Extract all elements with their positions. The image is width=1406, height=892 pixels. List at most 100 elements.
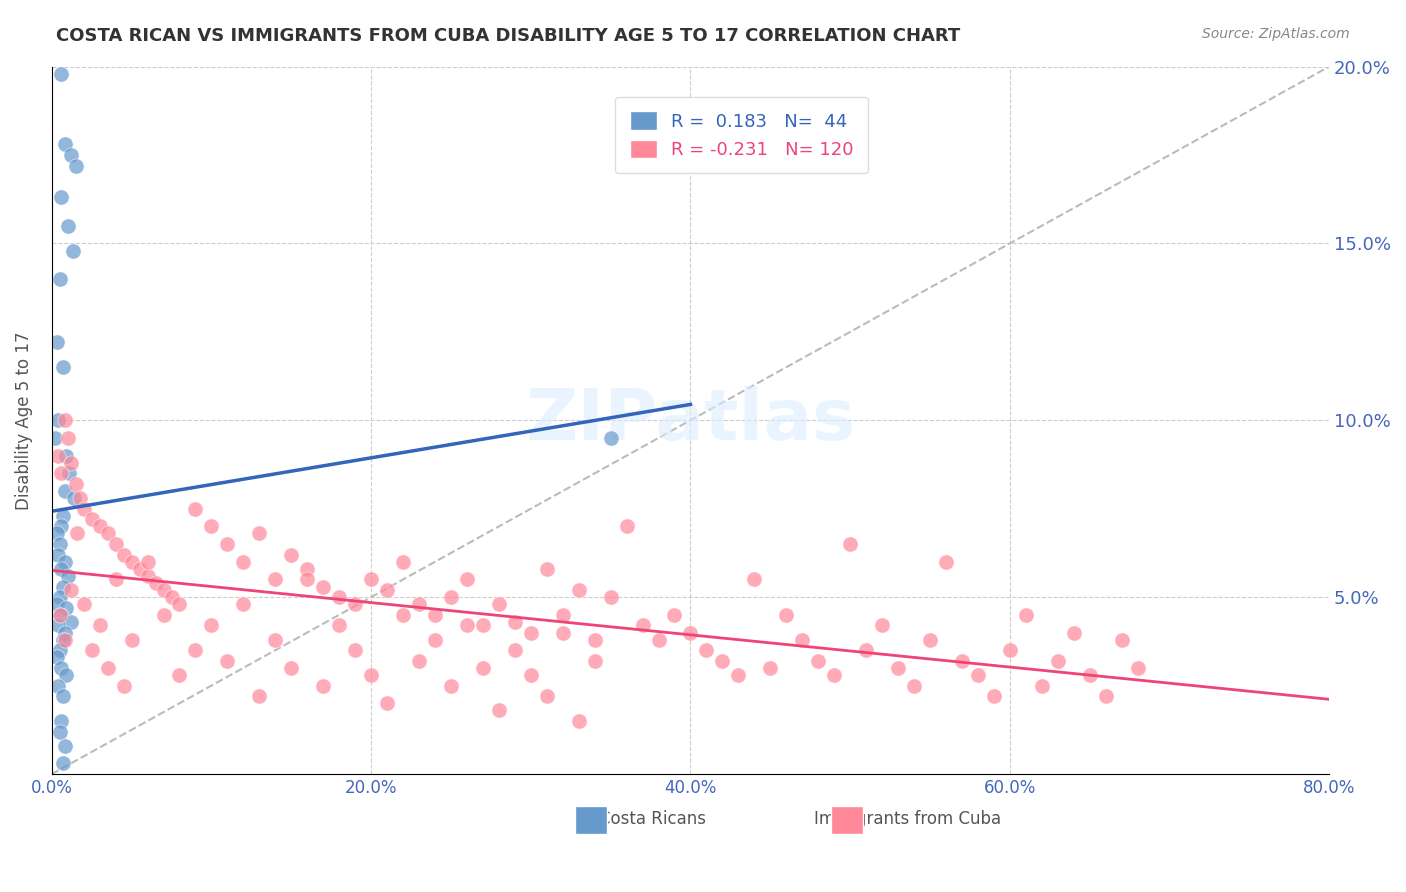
Point <box>56 219 79 233</box>
Point <box>121 632 143 647</box>
Point <box>55 449 77 463</box>
Point <box>69 491 91 505</box>
Point <box>312 679 335 693</box>
Point <box>55 668 77 682</box>
Point <box>48 537 70 551</box>
Point <box>59 583 82 598</box>
Point <box>48 607 70 622</box>
Point <box>200 519 222 533</box>
Point <box>408 597 430 611</box>
Point <box>408 654 430 668</box>
Point <box>599 431 621 445</box>
Point <box>918 632 941 647</box>
Point <box>1015 607 1038 622</box>
Point <box>53 484 76 499</box>
Point <box>551 625 574 640</box>
Point <box>112 679 135 693</box>
Point <box>599 590 621 604</box>
Point <box>297 573 319 587</box>
Point <box>1031 679 1053 693</box>
Point <box>46 679 69 693</box>
Point <box>488 703 510 717</box>
Legend: R =  0.183   N=  44, R = -0.231   N= 120: R = 0.183 N= 44, R = -0.231 N= 120 <box>614 97 868 173</box>
FancyBboxPatch shape <box>575 805 607 834</box>
Point <box>264 632 287 647</box>
Point <box>807 654 830 668</box>
Point <box>983 689 1005 703</box>
Point <box>568 714 591 728</box>
Point <box>45 597 67 611</box>
Point <box>52 360 75 375</box>
Point <box>392 607 415 622</box>
Point <box>56 569 79 583</box>
Point <box>903 679 925 693</box>
Point <box>184 501 207 516</box>
Point <box>792 632 814 647</box>
Point <box>217 537 239 551</box>
Point <box>855 643 877 657</box>
Point <box>870 618 893 632</box>
Point <box>73 597 96 611</box>
Point <box>631 618 654 632</box>
Point <box>1046 654 1069 668</box>
Point <box>136 555 159 569</box>
Point <box>392 555 415 569</box>
Point <box>232 597 254 611</box>
Point <box>440 679 463 693</box>
Point <box>53 625 76 640</box>
Point <box>45 526 67 541</box>
Point <box>536 689 558 703</box>
Point <box>471 661 494 675</box>
Point <box>536 562 558 576</box>
Point <box>471 618 494 632</box>
Point <box>328 618 350 632</box>
Point <box>1126 661 1149 675</box>
Point <box>232 555 254 569</box>
Point <box>59 148 82 162</box>
Text: Source: ZipAtlas.com: Source: ZipAtlas.com <box>1202 27 1350 41</box>
Point <box>97 661 120 675</box>
Point <box>46 548 69 562</box>
Point <box>53 137 76 152</box>
Point <box>80 512 103 526</box>
Text: Costa Ricans: Costa Ricans <box>599 810 706 828</box>
Point <box>45 650 67 665</box>
Point <box>51 519 73 533</box>
Point <box>297 562 319 576</box>
Point <box>48 724 70 739</box>
Point <box>887 661 910 675</box>
Text: ZIPatlas: ZIPatlas <box>526 386 855 455</box>
Point <box>51 714 73 728</box>
Point <box>52 508 75 523</box>
Point <box>62 244 84 258</box>
Point <box>583 632 606 647</box>
Point <box>247 526 270 541</box>
Point <box>55 600 77 615</box>
Point <box>52 580 75 594</box>
Point <box>1094 689 1116 703</box>
Point <box>104 573 127 587</box>
Point <box>89 618 111 632</box>
Point <box>488 597 510 611</box>
Point <box>56 431 79 445</box>
Point <box>935 555 957 569</box>
Point <box>45 335 67 350</box>
Point <box>280 548 302 562</box>
Point <box>169 668 191 682</box>
Point <box>344 643 367 657</box>
Point <box>966 668 988 682</box>
Point <box>63 491 86 505</box>
Point <box>145 576 167 591</box>
Point <box>360 668 382 682</box>
Point <box>44 431 66 445</box>
Point <box>568 583 591 598</box>
Point <box>375 696 398 710</box>
Point <box>152 583 174 598</box>
Point <box>711 654 734 668</box>
Point <box>328 590 350 604</box>
Point <box>503 643 526 657</box>
Point <box>264 573 287 587</box>
Point <box>423 607 446 622</box>
Point <box>121 555 143 569</box>
Point <box>51 67 73 81</box>
